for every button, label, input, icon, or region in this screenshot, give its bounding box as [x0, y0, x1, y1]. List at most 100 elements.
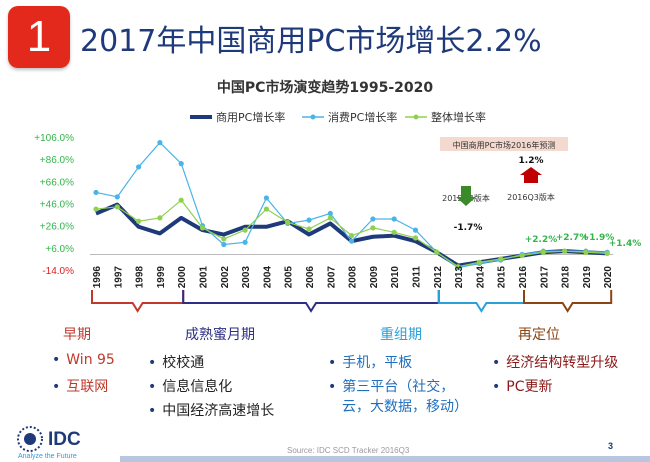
bullet-text: Win 95 — [66, 352, 115, 368]
source-note: Source: IDC SCD Tracker 2016Q3 — [287, 446, 410, 455]
bullet-text: 信息信息化 — [162, 379, 233, 395]
x-tick-label: 2018 — [561, 266, 572, 289]
legend-marker — [310, 114, 316, 120]
phase-bracket — [437, 290, 525, 313]
forecast-value-q3: 1.2% — [519, 156, 544, 166]
logo-text: IDC — [48, 429, 81, 450]
x-tick-label: 1999 — [156, 266, 167, 289]
bullet-dot-icon: • — [328, 379, 337, 395]
data-point — [136, 164, 142, 170]
x-tick-label: 2009 — [369, 266, 380, 289]
x-tick-label: 2014 — [475, 266, 486, 289]
bullet-dot-icon: • — [492, 379, 501, 395]
growth-trend-chart: 中国PC市场演变趋势1995-2020 商用PC增长率 消费PC增长率 整体增长率 +1… — [34, 79, 642, 313]
slide-number-badge: 1 — [8, 6, 70, 68]
forecast-label-q3: 2016Q3版本 — [507, 192, 555, 202]
data-point — [178, 197, 184, 203]
growth-label: +2.2% — [525, 235, 558, 245]
data-point — [221, 236, 227, 242]
data-point — [412, 235, 419, 241]
x-tick-label: 2005 — [284, 266, 295, 289]
data-point — [157, 139, 163, 146]
up-arrow-icon — [520, 167, 542, 183]
bullet-item: • 信息信息化 — [148, 376, 232, 396]
globe-core-icon — [24, 433, 36, 445]
bullet-item-continued: 云，大数据，移动） — [342, 396, 468, 416]
y-tick-label: +86.0% — [40, 155, 74, 166]
data-point — [327, 215, 333, 221]
bullet-dot-icon: • — [52, 352, 61, 368]
data-point — [391, 229, 397, 235]
x-tick-label: 2015 — [497, 266, 508, 289]
growth-label: +1.4% — [609, 239, 642, 249]
data-point — [327, 210, 333, 217]
bullet-dot-icon: • — [52, 379, 61, 395]
globe-icon — [17, 426, 43, 452]
bullet-text: 经济结构转型升级 — [506, 355, 619, 371]
data-point — [157, 215, 163, 221]
x-tick-label: 2020 — [603, 266, 614, 289]
legend-marker — [413, 114, 419, 120]
legend-label: 整体增长率 — [431, 110, 486, 124]
x-tick-label: 2008 — [348, 266, 359, 289]
logo-tagline: Analyze the Future — [18, 453, 77, 460]
phase-bracket — [523, 290, 613, 313]
bullet-text: 手机，平板 — [342, 355, 413, 371]
x-tick-label: 1997 — [113, 266, 124, 289]
data-point — [242, 227, 248, 233]
data-point — [498, 256, 504, 262]
data-point — [519, 252, 525, 259]
footer-bar — [120, 456, 650, 462]
y-tick-label: +26.0% — [40, 222, 74, 233]
data-point — [349, 233, 355, 239]
bullet-item: • 校校通 — [148, 352, 204, 372]
data-point — [114, 194, 120, 200]
data-point — [306, 226, 312, 232]
bullet-item: • 第三平台（社交， — [328, 376, 454, 396]
forecast-value-2015: -1.7% — [454, 223, 483, 233]
x-tick-label: 2000 — [177, 266, 188, 289]
data-point — [178, 161, 184, 167]
x-tick-label: 2003 — [241, 266, 252, 289]
x-tick-label: 1998 — [135, 266, 146, 289]
bullet-item: • Win 95 — [52, 352, 115, 368]
data-point — [136, 218, 142, 224]
bullet-item: • 手机，平板 — [328, 352, 412, 372]
y-tick-label: +106.0% — [34, 133, 74, 144]
data-point — [242, 239, 248, 245]
x-tick-label: 2011 — [412, 266, 423, 288]
bullet-item: • 互联网 — [52, 376, 108, 396]
bullet-text: 第三平台（社交， — [342, 379, 455, 395]
data-point — [93, 206, 99, 212]
forecast-box-label: 中国商用PC市场2016年预测 — [453, 140, 556, 150]
growth-label: +1.9% — [582, 233, 615, 243]
data-point — [562, 248, 568, 254]
bullet-dot-icon: • — [148, 403, 157, 419]
data-point — [412, 227, 419, 233]
phase-bracket — [182, 290, 440, 313]
page-number: 3 — [608, 441, 614, 451]
x-tick-label: 2013 — [454, 266, 465, 289]
data-point — [263, 195, 269, 201]
bullet-text: 中国经济高速增长 — [162, 403, 275, 419]
x-tick-label: 2019 — [582, 266, 593, 289]
y-tick-label: +66.0% — [40, 177, 74, 188]
bullet-dot-icon: • — [328, 355, 337, 371]
data-point — [370, 216, 376, 222]
phase-label-restructure: 重组期 — [380, 327, 422, 343]
x-tick-label: 2016 — [518, 266, 529, 289]
phase-bracket — [91, 290, 185, 313]
growth-label: +2.7% — [556, 233, 589, 243]
bullet-item: • 中国经济高速增长 — [148, 400, 274, 420]
x-tick-label: 2004 — [262, 266, 273, 289]
x-tick-label: 1996 — [92, 266, 103, 289]
x-tick-label: 2001 — [199, 266, 210, 289]
x-tick-label: 2002 — [220, 266, 231, 289]
legend-label: 商用PC增长率 — [216, 110, 285, 124]
data-point — [221, 241, 227, 248]
data-point — [391, 216, 397, 222]
phase-label-mature: 成熟蜜月期 — [185, 327, 255, 343]
data-point — [583, 249, 589, 255]
down-arrow-icon — [456, 186, 476, 206]
bullet-item: • PC更新 — [492, 376, 552, 396]
